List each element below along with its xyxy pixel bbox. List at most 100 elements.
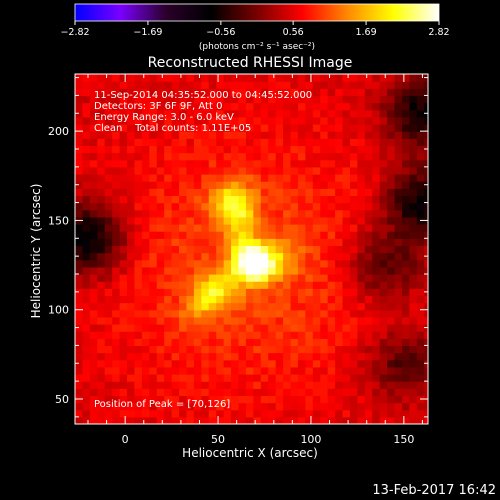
heatmap-cell [394,181,403,189]
heatmap-cell [364,338,373,347]
heatmap-cell [104,238,113,247]
heatmap-cell [394,224,403,232]
heatmap-cell [401,395,411,404]
heatmap-cell [149,216,158,225]
heatmap-cell [208,216,217,225]
heatmap-cell [75,145,84,154]
heatmap-cell [149,352,158,361]
heatmap-cell [260,409,269,418]
heatmap-cell [201,166,210,175]
heatmap-cell [401,166,411,175]
heatmap-cell [164,259,173,268]
heatmap-cell [275,109,284,118]
heatmap-cell [387,238,396,247]
heatmap-cell [409,402,418,411]
heatmap-cell [164,409,173,418]
heatmap-cell [320,88,329,97]
heatmap-cell [335,181,344,189]
heatmap-cell [409,74,418,82]
heatmap-cell [156,302,165,311]
heatmap-cell [297,74,306,82]
heatmap-cell [335,416,344,424]
heatmap-cell [208,131,217,139]
heatmap-cell [127,395,136,404]
heatmap-cell [327,202,336,211]
heatmap-cell [275,231,284,239]
heatmap-cell [179,116,188,125]
heatmap-cell [193,416,202,424]
heatmap-cell [364,331,373,339]
heatmap-cell [245,395,254,404]
heatmap-cell [364,245,373,254]
heatmap-cell [409,159,418,168]
heatmap-cell [89,231,98,239]
heatmap-cell [193,159,202,168]
heatmap-cell [231,402,240,411]
heatmap-cell [297,181,306,189]
heatmap-cell [223,409,232,418]
heatmap-cell [89,352,98,361]
heatmap-cell [424,166,428,175]
heatmap-cell [134,102,143,111]
heatmap-cell [312,124,321,132]
heatmap-cell [327,95,336,104]
heatmap-cell [216,231,225,239]
heatmap-cell [245,266,254,275]
heatmap-cell [268,88,277,97]
heatmap-cell [89,409,98,418]
heatmap-cell [342,316,351,325]
heatmap-cell [320,324,329,332]
heatmap-cell [127,124,136,132]
heatmap-cell [119,238,128,247]
heatmap-cell [201,245,210,254]
heatmap-cell [156,152,165,161]
heatmap-cell [127,259,136,268]
heatmap-cell [327,388,336,397]
heatmap-cell [141,116,150,125]
colorbar-tick-label: 2.82 [428,27,449,38]
heatmap-cell [305,202,314,211]
heatmap-cell [283,188,292,197]
heatmap-cell [394,216,403,225]
heatmap-cell [245,224,254,232]
heatmap-cell [141,324,150,332]
heatmap-cell [75,388,84,397]
heatmap-cell [372,324,381,332]
heatmap-cell [89,338,98,347]
heatmap-cell [89,216,98,225]
heatmap-cell [312,302,321,311]
heatmap-cell [127,288,136,297]
heatmap-cell [82,381,91,389]
heatmap-cell [297,124,306,132]
heatmap-cell [275,152,284,161]
heatmap-cell [231,202,240,211]
heatmap-cell [112,124,121,132]
heatmap-cell [416,145,425,154]
heatmap-cell [335,259,344,268]
heatmap-cell [394,102,403,111]
heatmap-cell [179,259,188,268]
heatmap-cell [283,359,292,368]
heatmap-cell [149,166,158,175]
heatmap-cell [75,174,84,182]
heatmap-cell [208,345,217,354]
heatmap-cell [409,295,418,304]
heatmap-cell [401,266,411,275]
heatmap-cell [424,381,428,389]
heatmap-cell [119,309,128,318]
heatmap-cell [82,331,91,339]
heatmap-cell [305,209,314,218]
heatmap-cell [112,102,121,111]
heatmap-cell [127,116,136,125]
heatmap-cell [193,309,202,318]
heatmap-cell [141,374,150,382]
heatmap-cell [216,274,225,282]
heatmap-cell [290,374,299,382]
heatmap-cell [401,352,411,361]
heatmap-cell [320,116,329,125]
heatmap-cell [260,381,269,389]
heatmap-cell [275,116,284,125]
heatmap-cell [82,309,91,318]
heatmap-cell [149,359,158,368]
heatmap-cell [379,281,388,289]
